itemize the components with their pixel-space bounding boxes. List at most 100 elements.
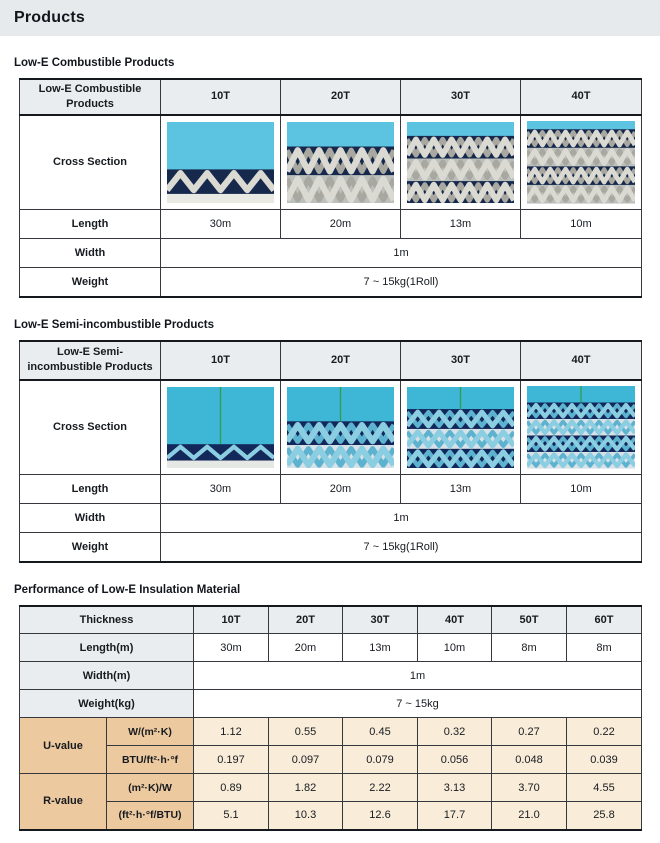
u-value-30t: 0.45 <box>342 717 418 747</box>
cross-section-photo-20t <box>287 386 394 469</box>
cross-section-photo-40t <box>527 386 635 469</box>
width-label: Width <box>19 238 161 269</box>
cross-section-photo-30t <box>407 386 514 469</box>
width-label: Width(m) <box>19 661 194 691</box>
cross-section-label: Cross Section <box>19 114 161 211</box>
content: Low-E Combustible Products Low-E Combust… <box>0 36 660 843</box>
length-value-10t: 30m <box>193 633 269 663</box>
length-row: Length 30m 20m 13m 10m <box>19 209 642 240</box>
length-value-10t: 30m <box>160 474 281 505</box>
page-header: Products <box>0 0 660 36</box>
length-value-20t: 20m <box>280 209 401 240</box>
col-header-60t: 60T <box>566 605 642 635</box>
col-header-40t: 40T <box>520 340 642 381</box>
section-semi-incombustible: Low-E Semi-incombustible Products Low-E … <box>14 298 642 563</box>
col-header-30t: 30T <box>342 605 418 635</box>
length-value-60t: 8m <box>566 633 642 663</box>
col-header-40t: 40T <box>417 605 492 635</box>
r-value-ft-40t: 17.7 <box>417 801 492 831</box>
col-header-40t: 40T <box>520 78 642 116</box>
length-value-40t: 10m <box>417 633 492 663</box>
length-label: Length(m) <box>19 633 194 663</box>
col-header-20t: 20T <box>280 78 401 116</box>
cross-section-photo-30t <box>407 121 514 204</box>
width-value: 1m <box>160 238 642 269</box>
r-value-40t: 3.13 <box>417 773 492 803</box>
table-corner-label: Low-E Combustible Products <box>19 78 161 116</box>
u-value-20t: 0.55 <box>268 717 343 747</box>
col-header-10t: 10T <box>193 605 269 635</box>
r-value-10t: 0.89 <box>193 773 269 803</box>
u-value-10t: 1.12 <box>193 717 269 747</box>
weight-value: 7 ~ 15kg(1Roll) <box>160 267 642 298</box>
length-label: Length <box>19 209 161 240</box>
table-header-row: Low-E Combustible Products 10T 20T 30T 4… <box>19 78 642 116</box>
length-value-30t: 13m <box>400 474 521 505</box>
cross-section-photo-10t <box>167 121 274 204</box>
u-value-btu-50t: 0.048 <box>491 745 567 775</box>
page-title: Products <box>14 9 85 26</box>
table-header-row: Low-E Semi-incombustible Products 10T 20… <box>19 340 642 381</box>
length-value-40t: 10m <box>520 209 642 240</box>
col-header-20t: 20T <box>280 340 401 381</box>
length-label: Length <box>19 474 161 505</box>
weight-row: Weight 7 ~ 15kg(1Roll) <box>19 267 642 298</box>
section-title-semi-incombustible: Low-E Semi-incombustible Products <box>14 318 214 331</box>
weight-label: Weight <box>19 532 161 563</box>
weight-value: 7 ~ 15kg <box>193 689 642 719</box>
cross-section-row: Cross Section <box>19 379 642 476</box>
u-value-40t: 0.32 <box>417 717 492 747</box>
section-performance: Performance of Low-E Insulation Material… <box>14 563 642 831</box>
section-title-combustible: Low-E Combustible Products <box>14 57 175 69</box>
u-value-60t: 0.22 <box>566 717 642 747</box>
r-value-50t: 3.70 <box>491 773 567 803</box>
r-value-ft-30t: 12.6 <box>342 801 418 831</box>
length-value-30t: 13m <box>342 633 418 663</box>
u-value-metric-row: U-value W/(m²·K) 1.12 0.55 0.45 0.32 0.2… <box>19 717 642 775</box>
u-value-imperial-row: BTU/ft²·h·°f 0.197 0.097 0.079 0.056 0.0… <box>20 745 642 775</box>
u-value-50t: 0.27 <box>491 717 567 747</box>
cross-section-label: Cross Section <box>19 379 161 476</box>
r-value-60t: 4.55 <box>566 773 642 803</box>
thickness-label: Thickness <box>19 605 194 635</box>
length-value-40t: 10m <box>520 474 642 505</box>
length-value-20t: 20m <box>268 633 343 663</box>
weight-label: Weight(kg) <box>19 689 194 719</box>
r-value-metric-row: R-value (m²·K)/W 0.89 1.82 2.22 3.13 3.7… <box>19 773 642 831</box>
cross-section-photo-10t <box>167 386 274 469</box>
u-value-btu-40t: 0.056 <box>417 745 492 775</box>
r-value-metric-unit: (m²·K)/W <box>106 773 194 803</box>
r-value-ft-10t: 5.1 <box>193 801 269 831</box>
thickness-header-row: Thickness 10T 20T 30T 40T 50T 60T <box>19 605 642 635</box>
u-value-label: U-value <box>19 717 107 775</box>
length-row: Length 30m 20m 13m 10m <box>19 474 642 505</box>
u-value-btu-30t: 0.079 <box>342 745 418 775</box>
length-value-10t: 30m <box>160 209 281 240</box>
u-value-btu-20t: 0.097 <box>268 745 343 775</box>
cross-section-photo-20t <box>287 121 394 204</box>
r-value-ft-60t: 25.8 <box>566 801 642 831</box>
section-combustible: Low-E Combustible Products Low-E Combust… <box>14 36 642 298</box>
col-header-10t: 10T <box>160 78 281 116</box>
u-value-btu-10t: 0.197 <box>193 745 269 775</box>
cross-section-photo-40t <box>527 121 635 204</box>
length-value-50t: 8m <box>491 633 567 663</box>
semi-incombustible-products-table: Low-E Semi-incombustible Products 10T 20… <box>19 339 642 563</box>
width-value: 1m <box>193 661 642 691</box>
performance-table: Thickness 10T 20T 30T 40T 50T 60T Length… <box>19 604 642 831</box>
length-value-20t: 20m <box>280 474 401 505</box>
col-header-10t: 10T <box>160 340 281 381</box>
u-value-btu-60t: 0.039 <box>566 745 642 775</box>
r-value-imperial-unit: (ft²·h·°f/BTU) <box>106 801 194 831</box>
weight-value: 7 ~ 15kg(1Roll) <box>160 532 642 563</box>
width-value: 1m <box>160 503 642 534</box>
weight-label: Weight <box>19 267 161 298</box>
width-row: Width 1m <box>19 238 642 269</box>
u-value-metric-unit: W/(m²·K) <box>106 717 194 747</box>
col-header-50t: 50T <box>491 605 567 635</box>
r-value-ft-50t: 21.0 <box>491 801 567 831</box>
width-row: Width 1m <box>19 503 642 534</box>
width-label: Width <box>19 503 161 534</box>
width-row: Width(m) 1m <box>19 661 642 691</box>
weight-row: Weight 7 ~ 15kg(1Roll) <box>19 532 642 563</box>
